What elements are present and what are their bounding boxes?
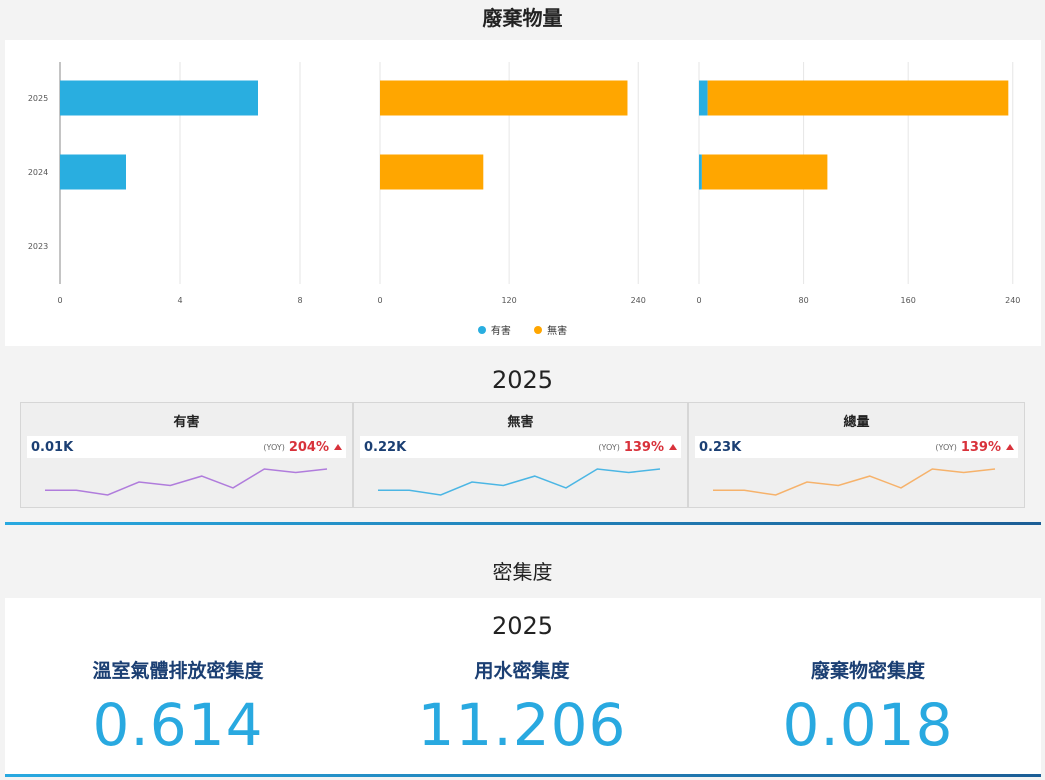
yoy-label: (YOY) bbox=[263, 442, 285, 452]
x-tick-label: 120 bbox=[501, 296, 516, 305]
yoy-indicator: (YOY) 139% bbox=[935, 440, 1014, 455]
yoy-label: (YOY) bbox=[935, 442, 957, 452]
bar bbox=[701, 154, 828, 190]
legend-item-hazardous[interactable]: 有害 bbox=[477, 322, 511, 337]
x-tick-label: 0 bbox=[696, 296, 701, 305]
x-tick-label: 0 bbox=[377, 296, 382, 305]
metric-waste-intensity: 廢棄物密集度 0.018 bbox=[698, 656, 1038, 759]
metric-value: 0.018 bbox=[782, 691, 954, 759]
sparkline bbox=[45, 468, 328, 496]
sparkline-path bbox=[713, 468, 996, 496]
sparkline-path bbox=[45, 468, 328, 496]
yoy-label: (YOY) bbox=[598, 442, 620, 452]
bar bbox=[707, 80, 1009, 116]
up-arrow-icon bbox=[334, 444, 342, 450]
sparkline-path bbox=[378, 468, 661, 496]
kpi-card-title: 無害 bbox=[507, 415, 534, 430]
sparkline bbox=[378, 468, 661, 496]
yoy-percent: 204% bbox=[288, 439, 329, 455]
x-tick-label: 8 bbox=[297, 296, 302, 305]
legend-label-non-hazardous: 無害 bbox=[547, 326, 568, 337]
yoy-indicator: (YOY) 139% bbox=[598, 440, 677, 455]
waste-section-title: 廢棄物量 bbox=[482, 6, 563, 30]
kpi-value: 0.23K bbox=[699, 439, 742, 455]
kpi-card-non-hazardous[interactable]: 無害 0.22K (YOY) 139% bbox=[353, 402, 688, 508]
kpi-card-title: 有害 bbox=[173, 415, 200, 430]
intensity-panel bbox=[5, 598, 1041, 774]
metric-label: 用水密集度 bbox=[474, 660, 570, 682]
x-tick-label: 160 bbox=[901, 296, 916, 305]
metric-label: 廢棄物密集度 bbox=[810, 660, 925, 682]
bar bbox=[699, 154, 702, 190]
intensity-section-title: 密集度 bbox=[492, 560, 553, 584]
metric-value: 0.614 bbox=[92, 691, 264, 759]
up-arrow-icon bbox=[669, 444, 677, 450]
kpi-value: 0.22K bbox=[364, 439, 407, 455]
kpi-value: 0.01K bbox=[31, 439, 74, 455]
sparkline bbox=[713, 468, 996, 496]
section-divider bbox=[5, 774, 1041, 777]
metric-value: 11.206 bbox=[417, 691, 627, 759]
bar bbox=[380, 80, 628, 116]
intensity-year-label: 2025 bbox=[491, 612, 554, 640]
yoy-percent: 139% bbox=[623, 439, 664, 455]
kpi-card-row: 0.23K (YOY) 139% bbox=[695, 436, 1018, 458]
up-arrow-icon bbox=[1006, 444, 1014, 450]
legend-dot-hazardous bbox=[477, 325, 486, 334]
kpi-card-row: 0.22K (YOY) 139% bbox=[360, 436, 681, 458]
kpi-card-hazardous[interactable]: 有害 0.01K (YOY) 204% bbox=[20, 402, 353, 508]
kpi-card-total[interactable]: 總量 0.23K (YOY) 139% bbox=[688, 402, 1025, 508]
legend-item-non-hazardous[interactable]: 無害 bbox=[534, 322, 567, 337]
bar bbox=[60, 154, 126, 190]
x-tick-label: 80 bbox=[798, 296, 808, 305]
metric-label: 溫室氣體排放密集度 bbox=[92, 660, 264, 682]
bar bbox=[60, 80, 258, 116]
yoy-percent: 139% bbox=[960, 439, 1001, 455]
x-tick-label: 4 bbox=[177, 296, 182, 305]
yoy-indicator: (YOY) 204% bbox=[263, 440, 342, 455]
metric-ghg-intensity: 溫室氣體排放密集度 0.614 bbox=[8, 656, 348, 759]
legend-dot-non-hazardous bbox=[534, 325, 543, 334]
section-divider bbox=[5, 522, 1041, 525]
metric-water-intensity: 用水密集度 11.206 bbox=[352, 656, 692, 759]
waste-year-label: 2025 bbox=[491, 366, 554, 394]
x-tick-label: 240 bbox=[631, 296, 646, 305]
y-tick-label: 2025 bbox=[28, 94, 48, 103]
bar bbox=[699, 80, 708, 116]
legend-label-hazardous: 有害 bbox=[490, 326, 511, 337]
y-tick-label: 2023 bbox=[28, 242, 48, 251]
waste-bar-charts: 0 4 8 2025 2024 2023 0 120 240 0 80 160 240 bbox=[28, 62, 1020, 305]
kpi-card-title: 總量 bbox=[843, 415, 870, 430]
y-tick-label: 2024 bbox=[28, 168, 48, 177]
x-tick-label: 0 bbox=[57, 296, 62, 305]
chart-legend: 有害 無害 bbox=[0, 322, 1045, 337]
x-tick-label: 240 bbox=[1005, 296, 1020, 305]
kpi-card-row: 0.01K (YOY) 204% bbox=[27, 436, 346, 458]
bar bbox=[380, 154, 484, 190]
